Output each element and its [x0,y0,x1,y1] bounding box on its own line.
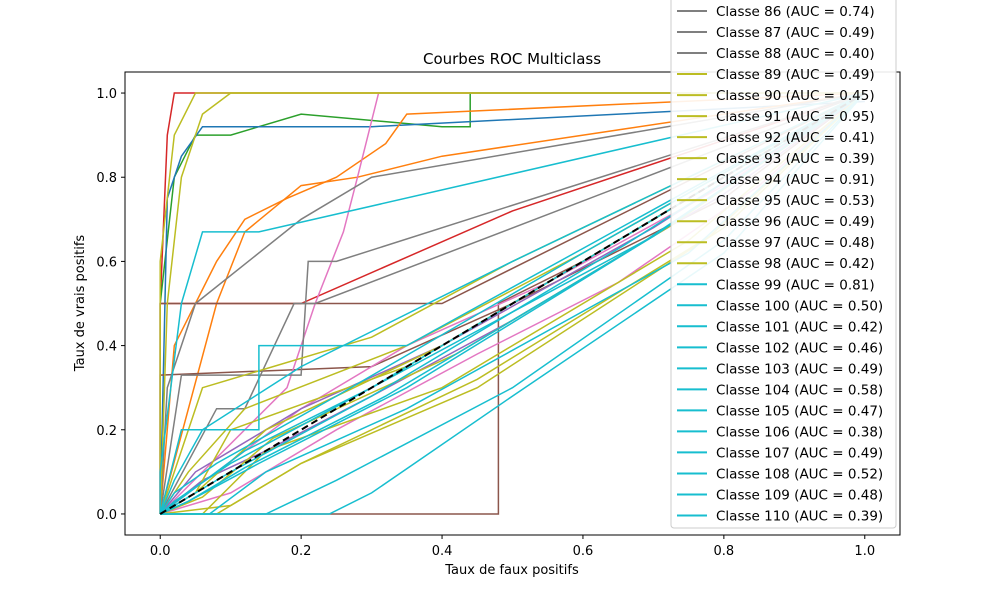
roc-curve-series-22 [159,92,866,515]
legend-label: Classe 91 (AUC = 0.95) [716,109,875,125]
legend-label: Classe 99 (AUC = 0.81) [716,277,875,293]
roc-curve-series-17 [159,92,866,515]
legend-label: Classe 95 (AUC = 0.53) [716,193,875,209]
legend-entry: Classe 99 (AUC = 0.81) [677,277,875,293]
x-axis-label: Taux de faux positifs [444,563,579,578]
legend-entry: Classe 103 (AUC = 0.49) [677,361,883,377]
legend-entry: Classe 94 (AUC = 0.91) [677,172,875,188]
legend-entry: Classe 86 (AUC = 0.74) [677,4,875,20]
legend-label: Classe 102 (AUC = 0.46) [716,340,883,356]
x-tick-label: 0.0 [150,544,171,559]
y-tick-label: 0.2 [96,424,117,439]
roc-curve-series-21 [159,92,866,515]
legend-entry: Classe 104 (AUC = 0.58) [677,382,883,398]
legend-label: Classe 105 (AUC = 0.47) [716,403,883,419]
roc-curve-series-18 [159,92,866,515]
legend-label: Classe 106 (AUC = 0.38) [716,424,883,440]
x-tick-label: 0.2 [291,544,312,559]
legend-entry: Classe 96 (AUC = 0.49) [677,214,875,230]
legend-entry: Classe 89 (AUC = 0.49) [677,67,875,83]
legend-entry: Classe 110 (AUC = 0.39) [677,508,883,524]
legend-label: Classe 104 (AUC = 0.58) [716,382,883,398]
legend-entry: Classe 101 (AUC = 0.42) [677,319,883,335]
x-axis: 0.0 0.2 0.4 0.6 0.8 1.0 [150,535,875,559]
legend-label: Classe 98 (AUC = 0.42) [716,256,875,272]
legend-label: Classe 101 (AUC = 0.42) [716,319,883,335]
legend-label: Classe 97 (AUC = 0.48) [716,235,875,251]
x-tick-label: 1.0 [854,544,875,559]
legend-entry: Classe 108 (AUC = 0.52) [677,466,883,482]
roc-curve-series-0 [159,92,865,515]
legend-label: Classe 108 (AUC = 0.52) [716,466,883,482]
legend-entry: Classe 91 (AUC = 0.95) [677,109,875,125]
legend-box [670,0,897,529]
legend-label: Classe 100 (AUC = 0.50) [716,298,883,314]
y-tick-label: 1.0 [96,87,117,102]
y-tick-label: 0.8 [96,171,117,186]
legend-entry: Classe 93 (AUC = 0.39) [677,151,875,167]
legend-label: Classe 110 (AUC = 0.39) [716,508,883,524]
legend-entry: Classe 95 (AUC = 0.53) [677,193,875,209]
chart-title: Courbes ROC Multiclass [423,50,601,68]
y-tick-label: 0.6 [96,255,117,270]
legend-label: Classe 88 (AUC = 0.40) [716,46,875,62]
legend-label: Classe 94 (AUC = 0.91) [716,172,875,188]
legend-label: Classe 109 (AUC = 0.48) [716,487,883,503]
legend-entry: Classe 97 (AUC = 0.48) [677,235,875,251]
y-axis-label: Taux de vrais positifs [73,235,88,373]
roc-curve-series-8 [159,92,865,515]
legend-entry: Classe 92 (AUC = 0.41) [677,130,875,146]
legend-label: Classe 90 (AUC = 0.45) [716,88,875,104]
legend: Classe 86 (AUC = 0.74) Classe 87 (AUC = 0… [670,0,897,529]
roc-curve-series-14 [159,92,866,515]
legend-entry: Classe 106 (AUC = 0.38) [677,424,883,440]
legend-entry: Classe 98 (AUC = 0.42) [677,256,875,272]
y-axis: 0.0 0.2 0.4 0.6 0.8 1.0 [96,87,125,523]
roc-curve-series-13 [159,92,865,514]
legend-entry: Classe 105 (AUC = 0.47) [677,403,883,419]
legend-entry: Classe 102 (AUC = 0.46) [677,340,883,356]
legend-entry: Classe 90 (AUC = 0.45) [677,88,875,104]
legend-label: Classe 89 (AUC = 0.49) [716,67,875,83]
roc-curve-series-1 [159,92,866,515]
x-tick-label: 0.4 [432,544,453,559]
legend-label: Classe 103 (AUC = 0.49) [716,361,883,377]
y-tick-label: 0.0 [96,508,117,523]
legend-entry: Classe 88 (AUC = 0.40) [677,46,875,62]
legend-entry: Classe 87 (AUC = 0.49) [677,25,875,41]
legend-label: Classe 107 (AUC = 0.49) [716,445,883,461]
roc-curve-extra-12 [159,92,866,515]
roc-curve-extra-4 [159,92,865,515]
legend-label: Classe 92 (AUC = 0.41) [716,130,875,146]
x-tick-label: 0.8 [714,544,735,559]
legend-entry: Classe 100 (AUC = 0.50) [677,298,883,314]
legend-label: Classe 87 (AUC = 0.49) [716,25,875,41]
legend-label: Classe 86 (AUC = 0.74) [716,4,875,20]
legend-label: Classe 96 (AUC = 0.49) [716,214,875,230]
roc-curve-extra-2 [159,92,865,514]
plot-frame [124,71,901,536]
x-tick-label: 0.6 [573,544,594,559]
y-tick-label: 0.4 [96,340,117,355]
legend-label: Classe 93 (AUC = 0.39) [716,151,875,167]
legend-entry: Classe 109 (AUC = 0.48) [677,487,883,503]
legend-entry: Classe 107 (AUC = 0.49) [677,445,883,461]
